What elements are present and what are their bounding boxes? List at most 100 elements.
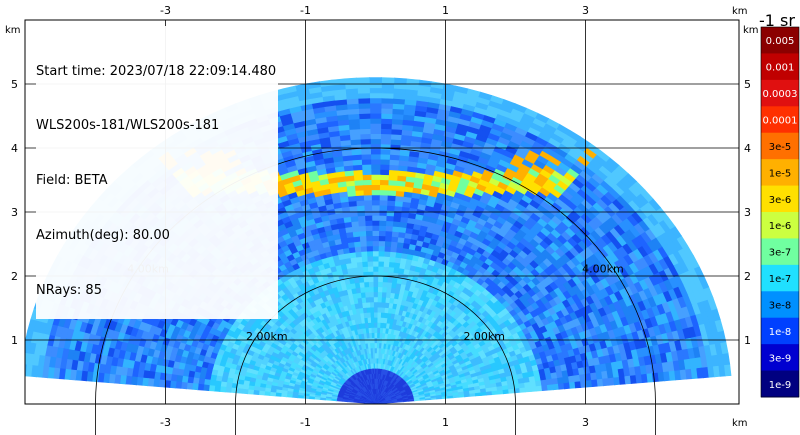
range-gate <box>366 245 373 252</box>
range-gate <box>387 266 395 273</box>
range-gate <box>377 260 385 267</box>
range-gate <box>355 194 365 202</box>
range-gate <box>365 235 373 242</box>
range-gate <box>362 174 372 181</box>
range-gate <box>358 118 371 125</box>
range-gate <box>380 296 387 303</box>
range-gate <box>362 266 369 273</box>
range-gate <box>368 77 383 83</box>
range-gate <box>372 286 379 293</box>
range-gate <box>369 118 382 124</box>
range-gate <box>378 235 386 242</box>
range-gate <box>381 286 388 293</box>
range-gate <box>385 210 395 217</box>
range-gate <box>381 281 388 288</box>
range-gate <box>370 164 381 170</box>
range-gate <box>357 215 366 222</box>
range-gate <box>367 276 374 283</box>
range-gate <box>352 169 363 176</box>
range-gate <box>380 306 386 313</box>
range-gate <box>370 174 381 180</box>
range-gate <box>377 265 384 272</box>
range-gate <box>364 214 373 222</box>
range-gate <box>384 240 392 247</box>
range-gate <box>356 210 366 217</box>
range-gate <box>372 245 379 252</box>
range-gate <box>369 107 382 114</box>
range-gate <box>369 87 382 94</box>
range-gate <box>359 133 371 140</box>
range-gate <box>373 306 378 313</box>
range-gate <box>366 255 374 262</box>
range-gate <box>390 138 402 146</box>
range-gate <box>391 225 400 233</box>
range-gate <box>387 189 397 197</box>
range-gate <box>385 286 392 293</box>
range-gate <box>370 179 381 185</box>
range-gate <box>364 225 373 232</box>
range-gate <box>369 306 375 313</box>
range-gate <box>380 112 393 120</box>
range-gate <box>381 82 395 89</box>
range-gate <box>353 174 364 181</box>
range-gate <box>348 128 361 136</box>
range-gate <box>361 163 372 171</box>
range-gate <box>372 255 379 262</box>
range-gate <box>351 159 363 166</box>
range-gate <box>387 174 398 181</box>
range-gate <box>355 199 365 207</box>
range-gate <box>373 316 378 323</box>
range-gate <box>351 225 360 233</box>
range-gate <box>369 133 382 140</box>
range-gate <box>371 189 380 196</box>
range-gate <box>360 245 368 252</box>
range-gate <box>535 385 543 392</box>
range-gate <box>360 153 372 160</box>
range-gate <box>354 184 364 191</box>
range-gate <box>373 301 378 308</box>
range-gate <box>379 158 390 165</box>
range-gate <box>541 384 549 392</box>
range-gate <box>369 113 382 119</box>
range-gate <box>380 97 394 104</box>
range-gate <box>364 209 373 216</box>
range-gate <box>377 281 383 288</box>
range-gate <box>382 266 389 273</box>
range-gate <box>359 138 371 145</box>
range-gate <box>369 102 382 109</box>
range-gate <box>384 235 392 242</box>
range-gate <box>357 220 366 227</box>
range-gate <box>386 199 396 207</box>
range-gate <box>369 97 382 104</box>
range-gate <box>391 230 399 238</box>
range-gate <box>380 311 385 318</box>
range-gate <box>379 148 391 155</box>
range-gate <box>389 246 397 253</box>
range-gate <box>378 230 386 237</box>
range-gate <box>385 225 393 232</box>
range-gate <box>369 92 382 99</box>
range-gate <box>380 92 394 99</box>
range-gate <box>369 123 382 129</box>
range-gate <box>358 112 371 120</box>
range-gate <box>373 327 378 333</box>
range-gate <box>378 209 387 216</box>
range-gate <box>352 164 363 171</box>
range-gate <box>361 169 372 176</box>
range-gate <box>381 77 395 84</box>
range-gate <box>388 169 399 176</box>
range-gate <box>352 230 360 238</box>
range-gate <box>386 205 395 212</box>
range-gate <box>376 322 381 328</box>
range-gate <box>361 255 368 263</box>
range-gate <box>379 153 391 160</box>
range-gate <box>356 82 370 89</box>
range-gate <box>372 260 379 267</box>
range-gate <box>386 281 393 288</box>
range-gate <box>557 382 565 390</box>
range-gate <box>371 204 380 211</box>
range-gate <box>530 385 538 392</box>
range-gate <box>372 250 379 257</box>
range-gate <box>371 235 380 242</box>
range-gate <box>357 102 371 109</box>
